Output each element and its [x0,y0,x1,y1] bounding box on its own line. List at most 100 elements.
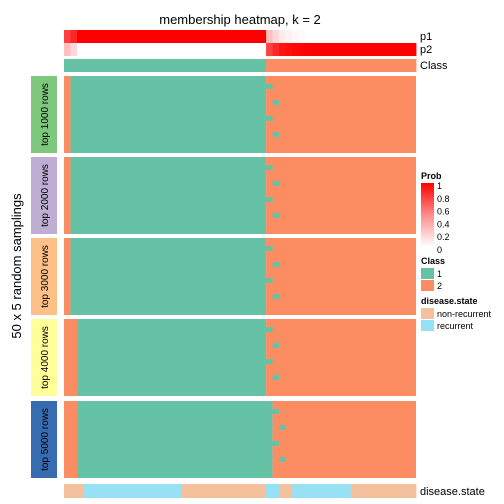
disease-state-cell [311,484,319,498]
annotation-cell-p2 [142,43,150,56]
annotation-cell-p2 [305,43,313,56]
mixed-membership-cell [279,425,286,430]
mixed-membership-cell [272,262,280,267]
annotation-cell-p1 [298,30,306,43]
annotation-cell-p1 [220,30,228,43]
legend-class-label: 1 [437,269,442,279]
annotation-cell-class [337,59,345,72]
row-group-label: top 5000 rows [40,408,51,471]
annotation-cell-class [77,59,84,72]
annotation-cell-p2 [129,43,137,56]
annotation-cell-p2 [376,43,384,56]
disease-state-cell [129,484,137,498]
disease-state-cell [135,484,143,498]
annotation-cell-class [331,59,339,72]
disease-state-cell [357,484,365,498]
disease-state-cell [181,484,189,498]
legend-class-swatch [421,268,434,279]
annotation-cell-p1 [135,30,143,43]
annotation-cell-class [181,59,189,72]
disease-state-cell [344,484,352,498]
annotation-cell-class [396,59,404,72]
annotation-cell-class [344,59,352,72]
disease-state-cell [266,484,273,498]
annotation-cell-p1 [266,30,273,43]
disease-state-cell [396,484,404,498]
disease-state-cell [109,484,117,498]
class2-block [266,319,416,396]
annotation-cell-p1 [174,30,182,43]
annotation-cell-class [161,59,169,72]
heatmap-body [64,76,416,478]
annotation-cell-class [135,59,143,72]
annotation-cell-p1 [376,30,384,43]
annotation-cell-p1 [207,30,215,43]
mixed-membership-cell [272,132,280,137]
annotation-cell-class [96,59,104,72]
annotation-cell-p1 [402,30,410,43]
annotation-cell-p2 [357,43,365,56]
annotation-cell-class [266,59,273,72]
annotation-cell-p1 [259,30,267,43]
annotation-cell-class [350,59,358,72]
class2-block [64,401,78,478]
row-group-block [31,76,57,153]
annotation-cell-p1 [363,30,371,43]
mixed-membership-cell [266,197,273,202]
row-group-label: top 1000 rows [40,83,51,146]
annotation-cell-p2 [207,43,215,56]
disease-state-cell [389,484,397,498]
annotation-cell-class [272,59,280,72]
mixed-membership-cell [272,375,280,380]
annotation-cell-class [148,59,156,72]
annotation-cell-p2 [363,43,371,56]
annotation-cell-p1 [324,30,332,43]
row-group-label: top 3000 rows [40,245,51,308]
annotation-cell-p1 [109,30,117,43]
annotation-cell-class [285,59,293,72]
annotation-cell-p1 [77,30,84,43]
annotation-cell-p1 [200,30,208,43]
annotation-cell-p2 [285,43,293,56]
annotation-cell-p1 [181,30,189,43]
disease-state-cell [292,484,300,498]
disease-state-cell [279,484,287,498]
annotation-label-p1: p1 [420,31,432,43]
annotation-cell-class [103,59,111,72]
row-group-label: top 4000 rows [40,326,51,389]
annotation-cell-p1 [279,30,287,43]
annotation-cell-p1 [246,30,254,43]
class1-block [70,238,267,315]
annotation-cell-p1 [122,30,130,43]
disease-state-cell [226,484,234,498]
annotation-label-p2: p2 [420,44,432,56]
disease-state-cell [207,484,215,498]
annotation-cell-class [298,59,306,72]
annotation-cell-p1 [240,30,247,43]
legend-class-title: Class [421,256,445,266]
annotation-cell-p2 [383,43,391,56]
annotation-cell-p1 [129,30,137,43]
class1-block [70,76,267,153]
mixed-membership-cell [266,84,273,89]
class2-block [64,238,71,315]
annotation-cell-p2 [161,43,169,56]
annotation-cell-p1 [142,30,150,43]
annotation-cell-p2 [155,43,163,56]
disease-state-cell [363,484,371,498]
class2-block [64,76,71,153]
annotation-cell-p1 [318,30,326,43]
annotation-cell-p1 [396,30,404,43]
legend-prob-tick: 0.8 [437,194,450,204]
disease-state-cell [83,484,91,498]
annotation-cell-p2 [292,43,300,56]
disease-state-cell [337,484,345,498]
annotation-cell-class [168,59,176,72]
class2-block [64,319,78,396]
annotation-cell-p2 [64,43,71,56]
annotation-cell-p2 [337,43,345,56]
disease-state-cell [194,484,202,498]
legend-class-label: 2 [437,281,442,291]
